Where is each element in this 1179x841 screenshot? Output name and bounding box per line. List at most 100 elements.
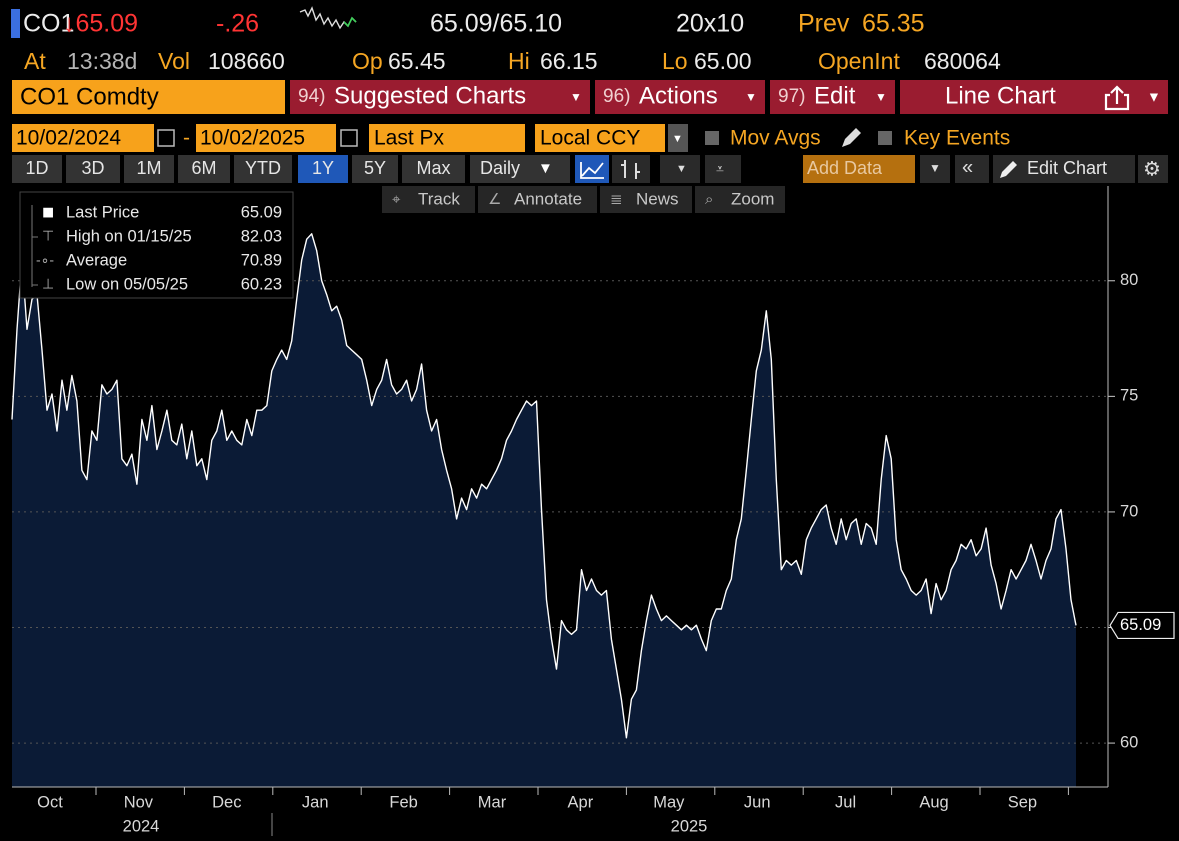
legend-tree bbox=[31, 205, 38, 287]
period-button[interactable] bbox=[66, 155, 120, 183]
tool-label: Zoom bbox=[731, 189, 774, 208]
period-label: 1Y bbox=[312, 158, 334, 178]
x-tick-label: May bbox=[653, 793, 685, 811]
prev-label: Prev bbox=[798, 10, 850, 38]
pencil-icon[interactable] bbox=[842, 128, 861, 147]
bar-icon bbox=[621, 160, 640, 179]
menu-tab[interactable] bbox=[595, 80, 765, 114]
menu-label: Edit bbox=[814, 82, 856, 109]
start-date-box[interactable] bbox=[12, 124, 154, 152]
edit-chart: Edit Chart bbox=[1027, 158, 1107, 178]
period-button[interactable] bbox=[124, 155, 174, 183]
dropdown-arrow: ▼ bbox=[929, 161, 941, 175]
tool-button[interactable] bbox=[600, 186, 692, 213]
period-button[interactable] bbox=[298, 155, 348, 183]
menu-label: Actions bbox=[639, 82, 718, 109]
period-button[interactable] bbox=[402, 155, 465, 183]
tool-button[interactable] bbox=[478, 186, 597, 213]
frequency-button[interactable] bbox=[470, 155, 570, 183]
security: CO1 Comdty bbox=[20, 83, 159, 110]
x-tick-label: Jun bbox=[744, 793, 771, 811]
tool-button[interactable] bbox=[382, 186, 475, 213]
tool-icon: ⌖ bbox=[392, 191, 401, 208]
legend: ■ Last Price 65.09 ⊤ High on 01/15/25 82.03 -∘… bbox=[19, 191, 294, 299]
calendar-icon[interactable] bbox=[157, 129, 175, 147]
dropdown-arrow: ▼ bbox=[745, 90, 757, 104]
edit-chart-button[interactable] bbox=[993, 155, 1135, 183]
checkbox[interactable] bbox=[878, 131, 892, 145]
date-separator: - bbox=[183, 127, 190, 150]
sparkline-tail bbox=[343, 16, 357, 28]
ticker-marker bbox=[11, 9, 20, 38]
legend-box bbox=[19, 191, 294, 299]
tool-icon: ∠ bbox=[488, 191, 501, 208]
x-tick-label: Dec bbox=[212, 793, 241, 811]
at-label: At bbox=[24, 48, 46, 74]
tool-label: News bbox=[636, 189, 679, 208]
field-box[interactable] bbox=[369, 124, 525, 152]
y-tick-label: 60 bbox=[1120, 733, 1138, 751]
calendar-icon[interactable] bbox=[340, 129, 358, 147]
settings-button[interactable] bbox=[1138, 155, 1168, 183]
period-label: YTD bbox=[245, 158, 281, 178]
dropdown-arrow: ▼ bbox=[672, 133, 683, 145]
tool-icon: ⌕ bbox=[705, 191, 713, 208]
lo-label: Lo bbox=[662, 48, 688, 74]
size: 20x10 bbox=[676, 10, 744, 38]
x-tick-label: Aug bbox=[919, 793, 948, 811]
price-line bbox=[11, 233, 1077, 739]
period-button[interactable] bbox=[234, 155, 292, 183]
tool-icon: ≣ bbox=[610, 191, 623, 208]
chart-tools: ⌖ Track ∠ Annotate ≣ News ⌕ Zoom bbox=[382, 186, 785, 213]
dropdown-button[interactable] bbox=[920, 155, 950, 183]
filter-icon: ⩡ bbox=[716, 161, 724, 177]
currency-dropdown[interactable] bbox=[668, 124, 688, 152]
dropdown-arrow: ▼ bbox=[875, 90, 887, 104]
dropdown-button[interactable] bbox=[660, 155, 700, 183]
period-label: 6M bbox=[191, 158, 216, 178]
period-button[interactable] bbox=[12, 155, 62, 183]
menu-number: 97) bbox=[778, 86, 805, 107]
hi-label: Hi bbox=[508, 48, 530, 74]
tool-label: Annotate bbox=[514, 189, 582, 208]
legend-label: Average bbox=[66, 251, 127, 269]
add-data-box[interactable] bbox=[803, 155, 915, 183]
period-label: 5Y bbox=[364, 158, 386, 178]
period-label: 3D bbox=[81, 158, 104, 178]
menu-tab[interactable] bbox=[290, 80, 590, 114]
menu-tab[interactable] bbox=[770, 80, 895, 114]
last-price-label: 65.09 bbox=[1120, 616, 1161, 634]
lo: 65.00 bbox=[694, 48, 752, 74]
period-buttons: 1D 3D 1M 6M YTD 1Y 5Y Max bbox=[12, 155, 465, 183]
end-date-box[interactable] bbox=[196, 124, 336, 152]
tool-button[interactable] bbox=[695, 186, 785, 213]
filter-button[interactable] bbox=[705, 155, 741, 183]
menu-number: 96) bbox=[603, 86, 630, 107]
legend-value: 60.23 bbox=[241, 275, 282, 293]
plot: 606570758065.09OctNovDecJanFebMarAprMayJ… bbox=[11, 186, 1175, 836]
x-tick-label: Sep bbox=[1008, 793, 1037, 811]
option: Key Events bbox=[904, 127, 1010, 150]
period-label: 1M bbox=[136, 158, 161, 178]
share-icon[interactable] bbox=[1104, 85, 1130, 111]
op-label: Op bbox=[352, 48, 383, 74]
legend-label: Last Price bbox=[66, 203, 139, 221]
legend-icon: ■ bbox=[42, 201, 54, 223]
legend-label: High on 01/15/25 bbox=[66, 227, 192, 245]
bar-icon-button[interactable] bbox=[612, 155, 650, 183]
field: Last Px bbox=[374, 127, 445, 150]
security-box[interactable] bbox=[12, 80, 285, 114]
menu-label: Suggested Charts bbox=[334, 82, 526, 109]
y-tick-label: 75 bbox=[1120, 387, 1138, 405]
currency: Local CCY bbox=[540, 127, 640, 150]
tool-label: Track bbox=[418, 189, 460, 208]
dropdown-arrow[interactable]: ▼ bbox=[1147, 89, 1161, 105]
checkbox[interactable] bbox=[705, 131, 719, 145]
oi-label: OpenInt bbox=[818, 48, 900, 74]
collapse-button[interactable] bbox=[955, 155, 989, 183]
period-button[interactable] bbox=[178, 155, 230, 183]
line-icon bbox=[580, 162, 604, 179]
period-button[interactable] bbox=[352, 155, 398, 183]
currency-box[interactable] bbox=[535, 124, 665, 152]
